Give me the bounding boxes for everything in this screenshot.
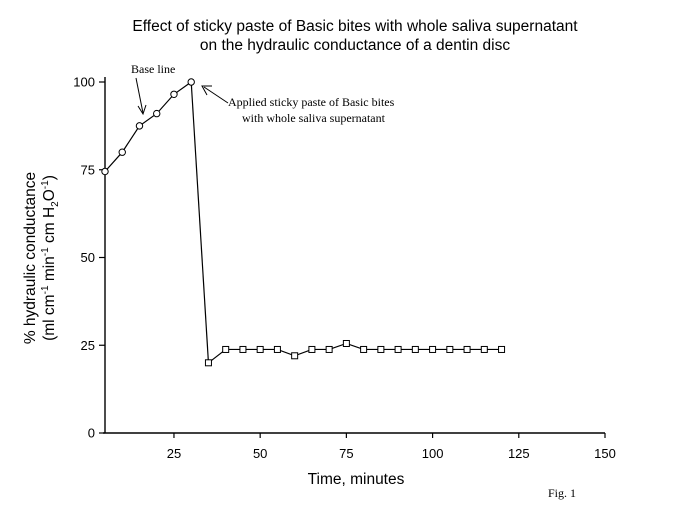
x-tick-label: 25 (167, 446, 181, 461)
data-point-square (239, 345, 247, 353)
data-point-circle (135, 122, 144, 130)
series-line-1 (104, 81, 192, 172)
data-point-square (411, 345, 419, 353)
data-point-circle (170, 90, 178, 98)
data-point-square (394, 345, 402, 353)
applied-arrow (203, 86, 229, 104)
y-tick-label: 100 (73, 75, 95, 90)
y-axis: 0 25 50 75 100 (73, 75, 106, 441)
y-tick-label: 75 (81, 162, 95, 177)
data-point-square (377, 345, 385, 353)
data-point-square (463, 345, 471, 353)
data-point-square (498, 345, 506, 353)
data-point-square (204, 359, 212, 367)
chart-title-line1: Effect of sticky paste of Basic bites wi… (132, 18, 578, 35)
data-point-square (325, 345, 333, 353)
applied-label-line1: Applied sticky paste of Basic bites (228, 95, 395, 109)
data-point-square (222, 345, 230, 353)
baseline-arrow-head (137, 104, 147, 116)
plot-area (101, 78, 506, 367)
data-point-circle (118, 148, 126, 156)
y-tick-label: 25 (81, 338, 95, 353)
data-point-square (480, 345, 488, 353)
data-point-circle (187, 78, 195, 86)
x-axis: 25 50 75 100 125 150 (103, 432, 616, 461)
data-point-square (256, 345, 264, 353)
data-point-square (360, 345, 368, 353)
baseline-label: Base line (131, 62, 175, 76)
x-tick-label: 125 (508, 446, 530, 461)
y-axis-label-line1: % hydraulic conductance (22, 172, 39, 344)
figure-label: Fig. 1 (548, 486, 576, 500)
data-point-circle (101, 167, 109, 176)
x-tick-label: 100 (422, 446, 444, 461)
data-point-square (429, 345, 437, 353)
data-point-square (308, 345, 316, 353)
x-axis-label: Time, minutes (308, 471, 405, 488)
chart-title-line2: on the hydraulic conductance of a dentin… (200, 37, 510, 54)
applied-arrow-head (201, 85, 212, 96)
x-tick-label: 150 (594, 446, 616, 461)
data-point-square (446, 345, 454, 353)
series-line-2 (208, 342, 502, 364)
data-point-circle (153, 109, 161, 118)
baseline-arrow (135, 77, 144, 114)
x-tick-label: 75 (339, 446, 353, 461)
x-tick-label: 50 (253, 446, 267, 461)
drop-connector-line (190, 81, 210, 363)
baseline-annotation: Base line (131, 62, 175, 116)
data-point-square (342, 339, 350, 347)
y-tick-label: 50 (81, 250, 95, 265)
data-point-square (291, 352, 299, 360)
applied-label-line2: with whole saliva supernatant (242, 111, 386, 125)
applied-annotation: Applied sticky paste of Basic bites with… (201, 85, 395, 125)
data-point-square (273, 345, 281, 353)
y-axis-label: % hydraulic conductance (ml cm-1 min-1 c… (22, 172, 61, 344)
y-axis-label-line2: (ml cm-1 min-1 cm H2O-1) (40, 175, 61, 341)
y-tick-label: 0 (88, 426, 95, 441)
